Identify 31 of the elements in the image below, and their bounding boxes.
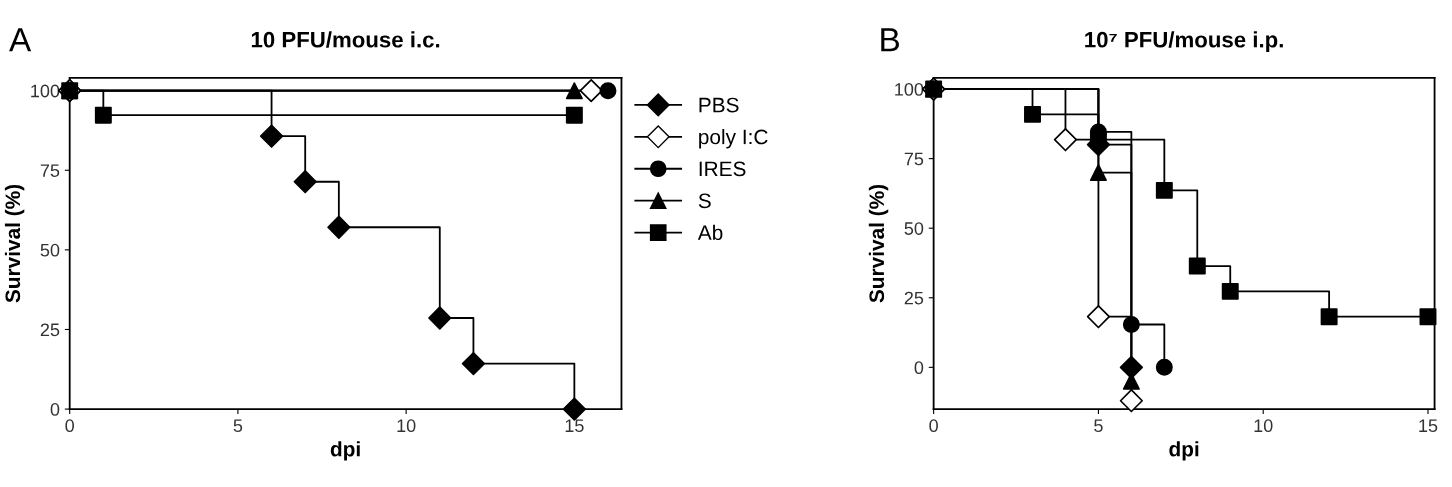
text: A — [9, 28, 32, 52]
legend-label: poly I:C — [699, 129, 768, 149]
x-tick-label: 0 — [65, 419, 75, 433]
y-tick-label: 100 — [31, 84, 60, 98]
y-tick-label: 75 — [904, 152, 924, 166]
x-tick-label: 10 — [397, 419, 416, 433]
y-axis-title: Survival (%) — [868, 184, 889, 303]
y-tick-label: 100 — [895, 82, 924, 96]
y-axis-title: Survival (%) — [4, 184, 25, 303]
x-tick-label: 15 — [1419, 419, 1438, 433]
x-tick-label: 5 — [233, 419, 243, 433]
text: B — [881, 28, 900, 52]
x-tick-label: 5 — [1094, 419, 1103, 433]
x-tick-label: 15 — [565, 419, 584, 433]
x-axis-title: dpi — [1169, 441, 1199, 461]
y-tick-label: 50 — [904, 222, 924, 235]
legend-label: S — [698, 193, 711, 209]
y-tick-label: 0 — [50, 403, 60, 416]
legend-label: IRES — [699, 161, 746, 177]
y-tick-label: 75 — [40, 164, 60, 177]
x-tick-label: 0 — [929, 419, 938, 433]
y-tick-label: 25 — [40, 323, 60, 337]
x-axis-title: dpi — [330, 441, 360, 461]
legend-label: PBS — [699, 97, 739, 113]
x-tick-label: 10 — [1254, 419, 1273, 433]
chart-title: 10⁷ PFU/mouse i.p. — [1085, 31, 1283, 52]
legend-label: Ab — [697, 224, 723, 241]
y-tick-label: 25 — [904, 291, 924, 305]
y-tick-label: 50 — [40, 243, 60, 257]
y-tick-label: 0 — [914, 361, 924, 375]
chart-title: 10 PFU/mouse i.c. — [251, 31, 440, 48]
